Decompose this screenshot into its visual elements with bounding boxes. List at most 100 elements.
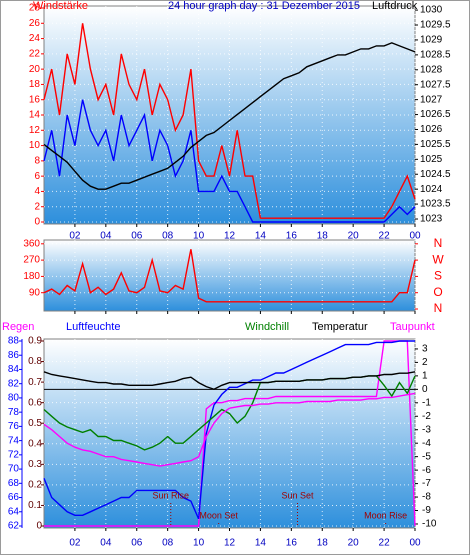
y2-axis-label: Luftdruck (372, 0, 418, 12)
y2-tick-label: W (432, 252, 444, 266)
y-tick-label: 360 (23, 238, 40, 249)
y-tick-label: 0.1 (28, 500, 42, 511)
series-line (43, 340, 415, 520)
y2-tick-label: -10 (422, 519, 437, 530)
legend-entry: Temperatur (312, 321, 368, 333)
y2-tick-label: 1025 (420, 154, 443, 165)
series-line (43, 42, 416, 190)
chart-title: 24 hour graph day : 31 Dezember 2015 (168, 0, 360, 12)
series-line (43, 371, 416, 391)
y3-tick-label: 64 (8, 506, 20, 517)
y-tick-label: 0.2 (28, 480, 42, 491)
y-tick-label: 8 (34, 155, 40, 166)
y3-tick-label: 76 (8, 421, 20, 432)
annotation: Sun Set (282, 490, 315, 500)
y-tick-label: 18 (29, 79, 41, 90)
y3-tick-label: 66 (8, 492, 20, 503)
x-tick-label: 16 (286, 231, 298, 242)
y-tick-label: 12 (29, 125, 41, 136)
x-tick-label: 10 (193, 231, 205, 242)
plot-background (43, 239, 416, 312)
x-tick-label: 08 (162, 231, 174, 242)
series-line (43, 23, 416, 219)
y-tick-label: 270 (23, 255, 40, 266)
y2-tick-label: 1026 (420, 124, 443, 135)
x-tick-label: 02 (69, 231, 81, 242)
y3-tick-label: 88 (8, 336, 20, 347)
y2-tick-label: 2 (422, 357, 428, 368)
series-line (43, 392, 416, 467)
y2-tick-label: N (434, 301, 443, 315)
y-tick-label: 0.7 (28, 377, 42, 388)
y3-tick-label: 70 (8, 464, 20, 475)
y2-tick-label: 1026.5 (420, 109, 451, 120)
y2-tick-label: -9 (422, 505, 431, 516)
x-tick-label: 04 (100, 538, 112, 549)
x-tick-label: 22 (379, 538, 391, 549)
y2-tick-label: 0 (422, 384, 428, 395)
y2-tick-label: 1025.5 (420, 139, 451, 150)
y-tick-label: 0.9 (28, 336, 42, 347)
x-tick-label: 10 (193, 538, 205, 549)
legend-entry: Luftfeuchte (66, 321, 120, 333)
y2-tick-label: -6 (422, 465, 431, 476)
y3-tick-label: 82 (8, 378, 20, 389)
x-tick-label: 16 (286, 538, 298, 549)
y-tick-label: 0.8 (28, 356, 42, 367)
y3-tick-label: 86 (8, 350, 20, 361)
y-tick-label: 16 (29, 94, 41, 105)
y-tick-label: 26 (29, 18, 41, 29)
legend-entry: Windchill (245, 321, 289, 333)
x-tick-label: 14 (255, 538, 267, 549)
y2-tick-label: 1027 (420, 94, 443, 105)
y2-tick-label: -5 (422, 451, 431, 462)
x-tick-label: 20 (348, 538, 360, 549)
y2-tick-label: -4 (422, 438, 431, 449)
y2-tick-label: -2 (422, 411, 431, 422)
series-line (43, 249, 416, 303)
y3-tick-label: 62 (8, 521, 20, 532)
y-tick-label: 0.6 (28, 397, 42, 408)
y-tick-label: 22 (29, 48, 41, 59)
y3-tick-label: 84 (8, 364, 20, 375)
x-tick-label: 12 (224, 231, 236, 242)
x-tick-label: 20 (348, 231, 360, 242)
y2-tick-label: 1 (422, 371, 428, 382)
y-tick-label: 0.3 (28, 459, 42, 470)
legend-entry: Taupunkt (390, 321, 435, 333)
y-tick-label: 20 (29, 64, 41, 75)
y2-tick-label: 1027.5 (420, 79, 451, 90)
y2-tick-label: N (434, 236, 443, 250)
x-tick-label: 00 (409, 538, 421, 549)
y2-tick-label: 1029 (420, 35, 443, 46)
x-tick-label: 04 (100, 231, 112, 242)
y-tick-label: 180 (23, 271, 40, 282)
annotation: Moon Set (199, 510, 238, 520)
y3-tick-label: 80 (8, 393, 20, 404)
y3-tick-label: 74 (8, 435, 20, 446)
y-tick-label: 24 (29, 33, 41, 44)
series-line (43, 99, 416, 223)
y-tick-label: 0 (34, 217, 40, 228)
plot-background (43, 338, 416, 529)
y2-tick-label: 1023 (420, 214, 443, 225)
y2-tick-label: 3 (422, 344, 428, 355)
x-tick-label: 00 (409, 231, 421, 242)
x-tick-label: 12 (224, 538, 236, 549)
y-tick-label: 0.4 (28, 438, 42, 449)
annotation: Sun Rise (152, 490, 189, 500)
y2-tick-label: 1024 (420, 184, 443, 195)
y-tick-label: 4 (34, 186, 40, 197)
y-tick-label: 14 (29, 110, 41, 121)
y-tick-label: 0 (36, 521, 42, 532)
y-tick-label: 0.5 (28, 418, 42, 429)
y2-tick-label: 1029.5 (420, 20, 451, 31)
y2-tick-label: 1023.5 (420, 199, 451, 210)
y-tick-label: 6 (34, 171, 40, 182)
y2-tick-label: -1 (422, 397, 431, 408)
y-tick-label: 90 (29, 287, 41, 298)
series-line (44, 340, 416, 527)
x-tick-label: 06 (131, 538, 143, 549)
y2-tick-label: 1028 (420, 64, 443, 75)
